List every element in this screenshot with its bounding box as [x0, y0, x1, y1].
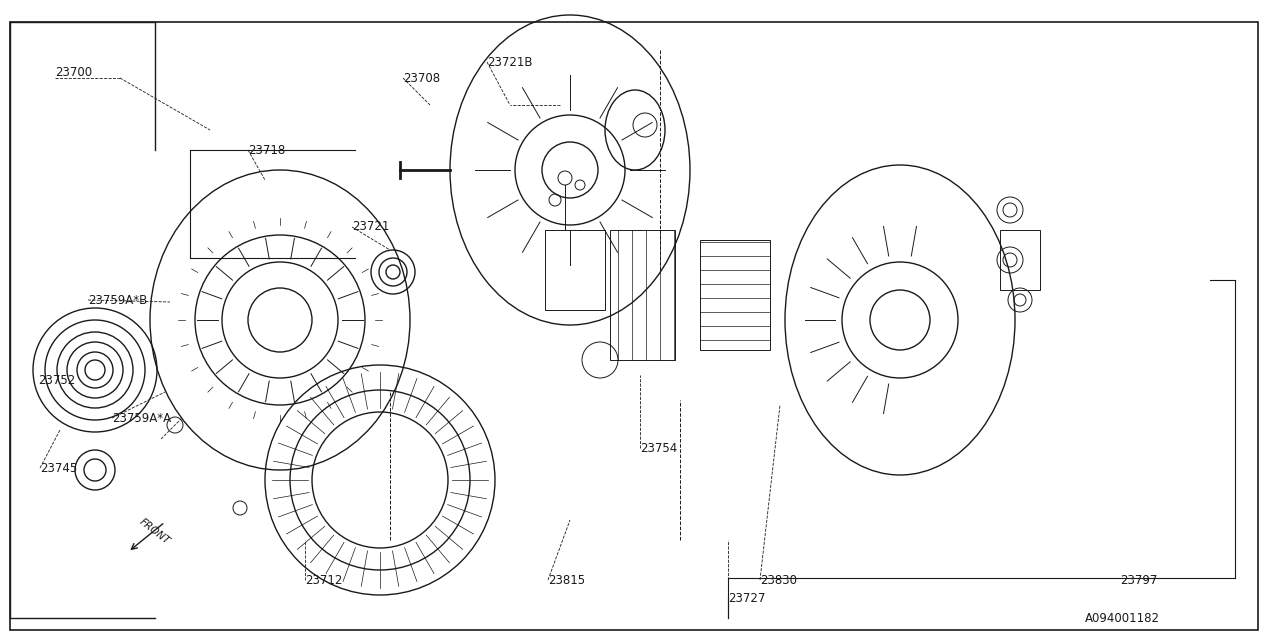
- Text: 23727: 23727: [728, 591, 765, 605]
- Text: 23797: 23797: [1120, 573, 1157, 586]
- Text: 23718: 23718: [248, 143, 285, 157]
- Bar: [611, 230, 675, 360]
- Text: 23759A*A: 23759A*A: [113, 412, 172, 424]
- Text: 23815: 23815: [548, 573, 585, 586]
- Text: 23721B: 23721B: [486, 56, 532, 68]
- Bar: [700, 240, 771, 350]
- Text: 23752: 23752: [38, 374, 76, 387]
- Text: 23721: 23721: [352, 221, 389, 234]
- Text: 23712: 23712: [305, 573, 342, 586]
- Bar: [1000, 230, 1039, 290]
- Text: 23759A*B: 23759A*B: [88, 294, 147, 307]
- Text: 23708: 23708: [403, 72, 440, 84]
- Text: 23700: 23700: [55, 65, 92, 79]
- Text: 23754: 23754: [640, 442, 677, 454]
- Text: FRONT: FRONT: [138, 517, 172, 547]
- Text: A094001182: A094001182: [1085, 611, 1160, 625]
- Text: 23745: 23745: [40, 461, 77, 474]
- Bar: [545, 230, 605, 310]
- Text: 23830: 23830: [760, 573, 797, 586]
